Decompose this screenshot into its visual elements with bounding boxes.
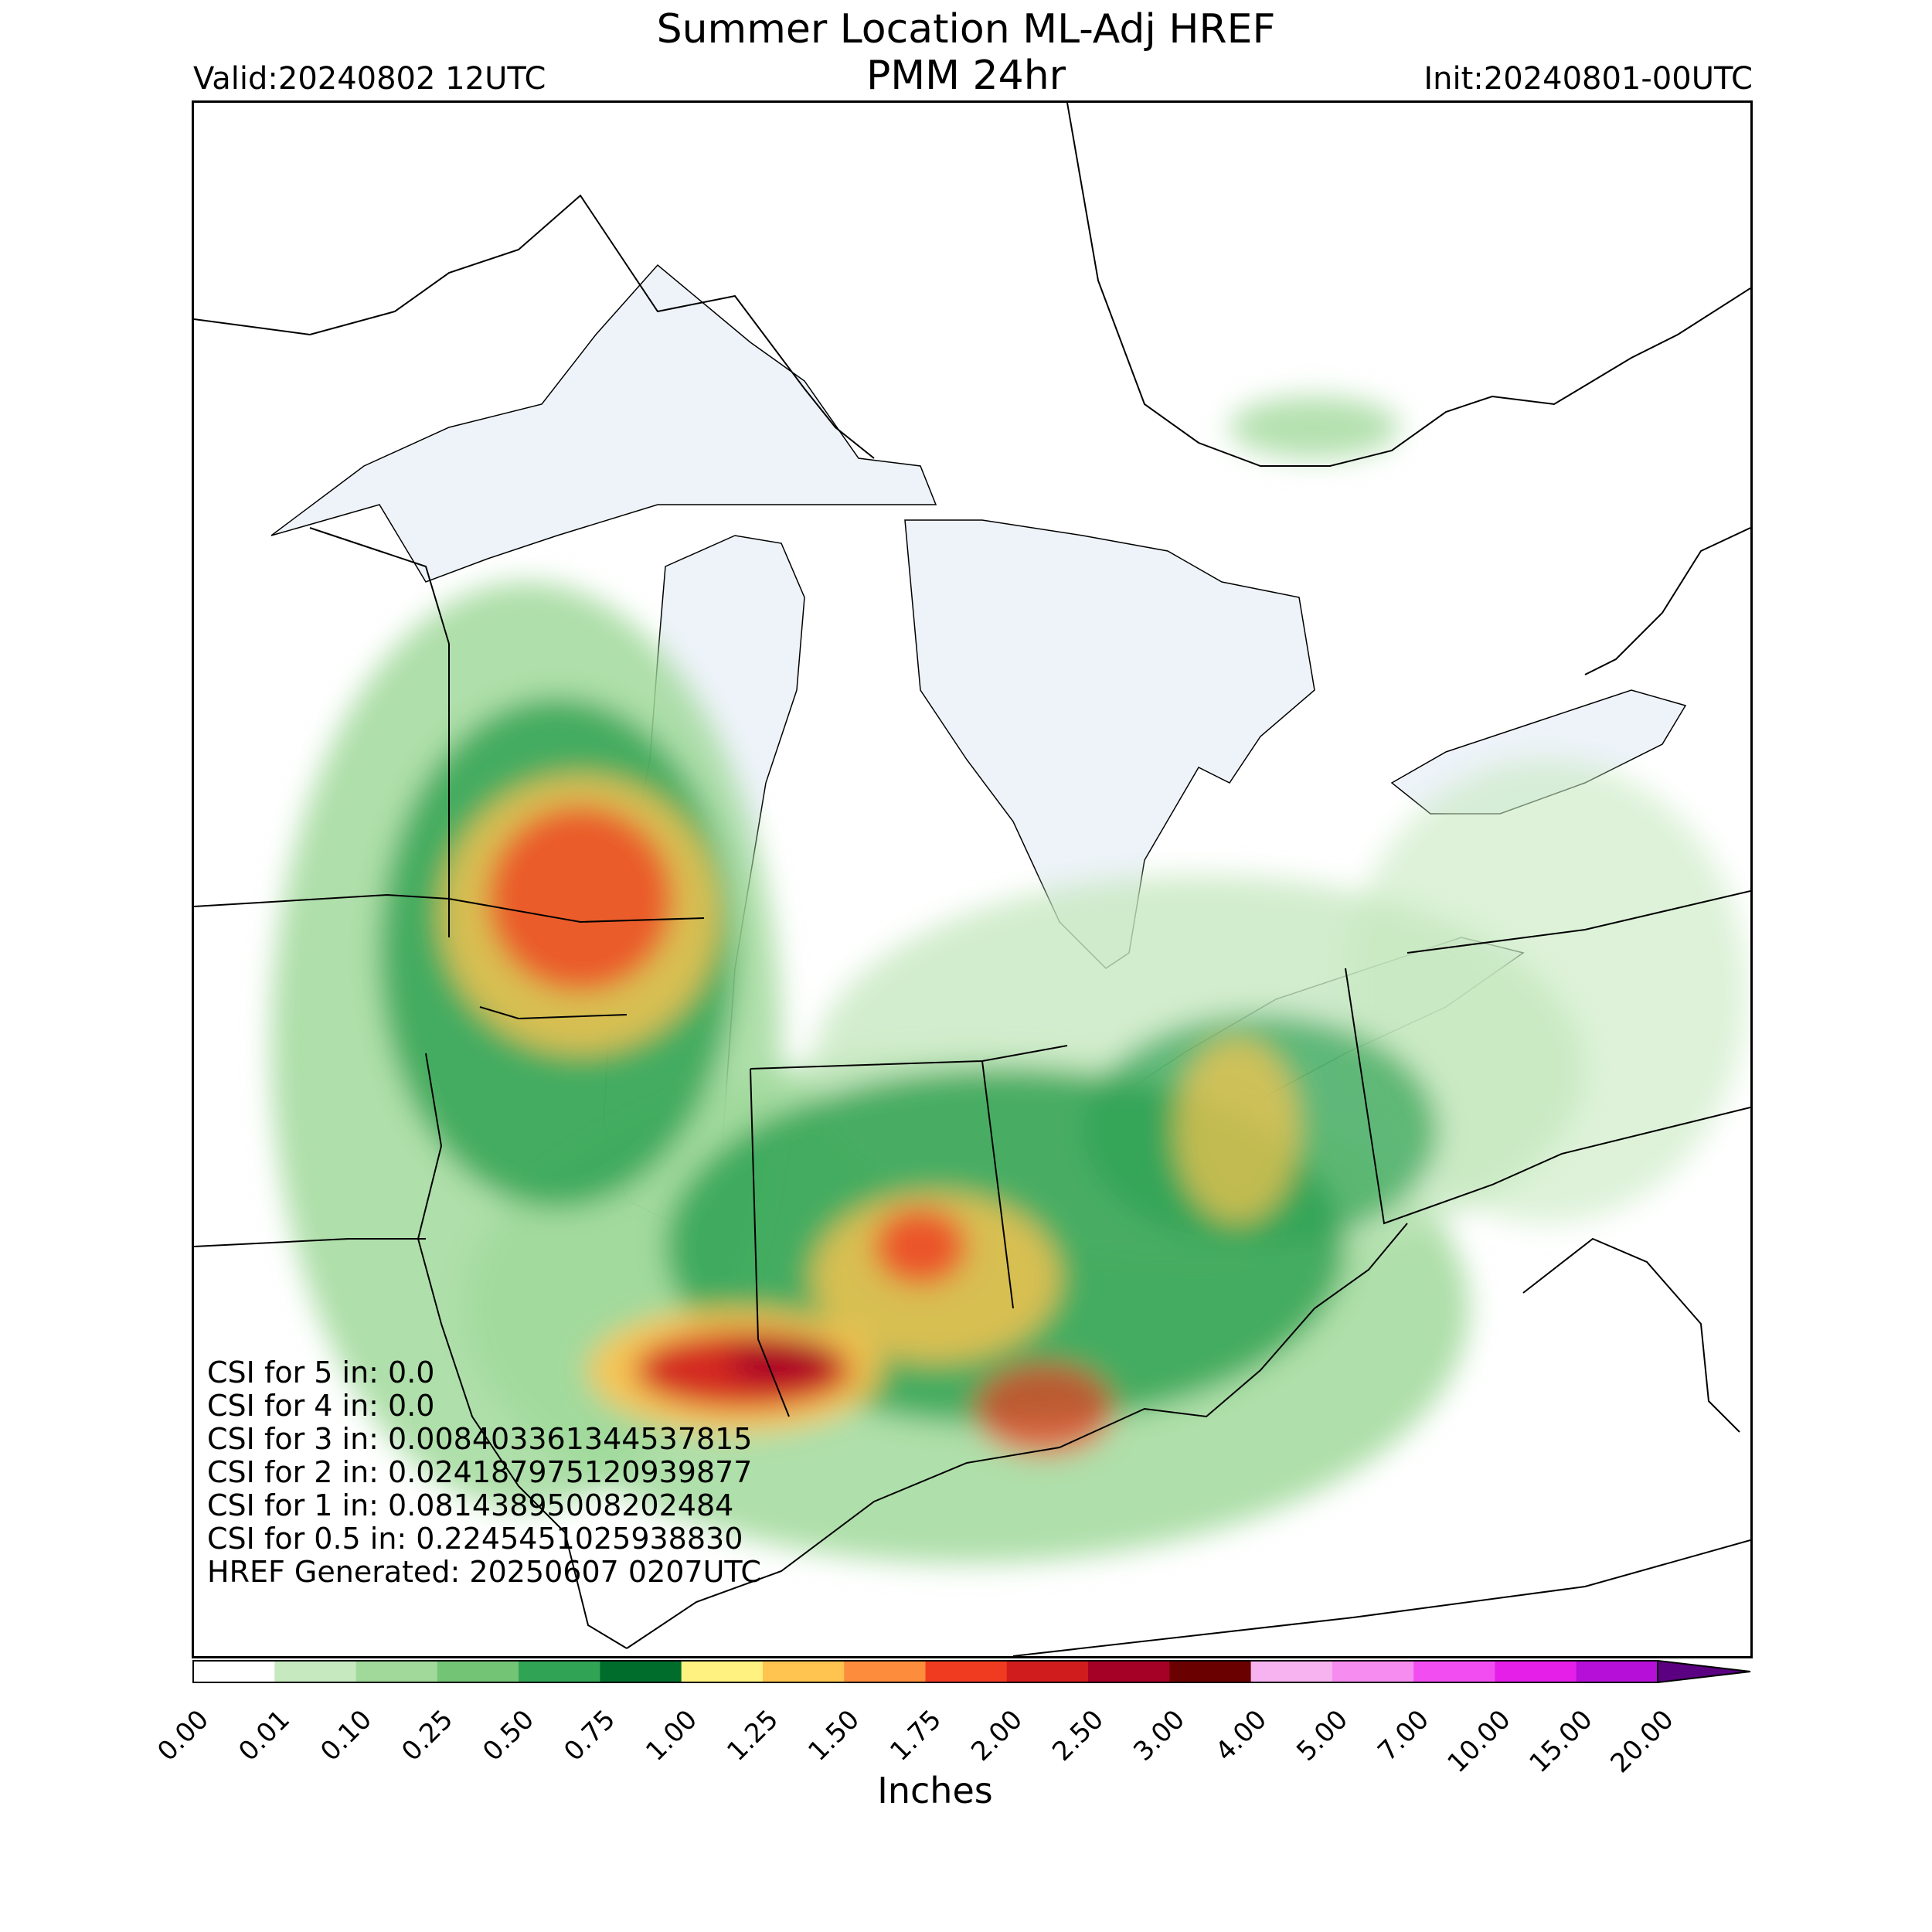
ohio-pennsylvania-border	[1345, 968, 1750, 1225]
colorbar-bin	[1088, 1661, 1170, 1682]
indiana-ohio-border	[981, 1060, 1014, 1309]
valid-time-label: Valid:20240802 12UTC	[193, 61, 546, 97]
stat-line: CSI for 3 in: 0.008403361344537815	[207, 1422, 753, 1456]
stat-line: CSI for 5 in: 0.0	[207, 1355, 435, 1389]
colorbar-tick-label: 5.00	[1291, 1704, 1354, 1767]
map-canvas	[194, 103, 1750, 1656]
colorbar-bin	[355, 1661, 438, 1682]
colorbar-bin	[844, 1661, 926, 1682]
csi-stats: CSI for 5 in: 0.0 CSI for 4 in: 0.0 CSI …	[207, 1356, 761, 1589]
precipitation-map	[192, 100, 1753, 1658]
colorbar-tick-label: 0.10	[314, 1704, 378, 1767]
colorbar-extend-arrow	[1657, 1660, 1751, 1683]
stat-line: CSI for 2 in: 0.024187975120939877	[207, 1455, 753, 1489]
colorbar-tick-label: 0.25	[396, 1704, 459, 1767]
colorbar-tick-label: 1.50	[802, 1704, 866, 1767]
colorbar-tick-label: 3.00	[1128, 1704, 1192, 1767]
colorbar-tick-label: 10.00	[1441, 1704, 1518, 1780]
colorbar-tick-label: 15.00	[1523, 1704, 1599, 1780]
lake-huron	[904, 519, 1315, 969]
colorbar-bin	[437, 1661, 519, 1682]
colorbar-bin	[762, 1661, 845, 1682]
colorbar-bin	[519, 1661, 600, 1682]
colorbar-tick-label: 1.75	[883, 1704, 947, 1767]
colorbar-bin	[1169, 1661, 1252, 1682]
colorbar-tick-label: 1.00	[639, 1704, 703, 1767]
colorbar-tick-label: 4.00	[1209, 1704, 1273, 1767]
colorbar-tick-label: 0.75	[558, 1704, 622, 1767]
stat-line: CSI for 1 in: 0.08143895008202484	[207, 1488, 734, 1522]
stat-line: HREF Generated: 20250607 0207UTC	[207, 1555, 761, 1589]
colorbar-outline	[192, 1660, 1658, 1683]
init-time-label: Init:20240801-00UTC	[1423, 61, 1753, 97]
colorbar-bin	[600, 1661, 682, 1682]
colorbar-bin	[1250, 1661, 1333, 1682]
map-title: Summer Location ML-Adj HREF	[656, 6, 1276, 53]
colorbar-tick-label: 1.25	[721, 1704, 784, 1767]
colorbar-tick-label: 20.00	[1604, 1704, 1680, 1780]
ontario-quebec-border	[1066, 103, 1750, 467]
colorbar-label: Inches	[877, 1770, 993, 1811]
colorbar-bin	[1495, 1661, 1577, 1682]
lake-superior	[270, 264, 937, 583]
colorbar-tick-label: 2.00	[964, 1704, 1029, 1767]
colorbar-bin	[1332, 1661, 1414, 1682]
upper-river-border	[1584, 527, 1750, 675]
stat-line: CSI for 4 in: 0.0	[207, 1389, 435, 1423]
colorbar-bin	[925, 1661, 1008, 1682]
wv-va-border	[1522, 1237, 1740, 1433]
colorbar-bin	[1576, 1661, 1658, 1682]
kentucky-tennessee-border	[1012, 1539, 1750, 1656]
illinois-indiana-border	[750, 1068, 790, 1417]
ny-pa-border	[1406, 890, 1750, 954]
colorbar	[192, 1660, 1751, 1683]
map-subtitle: PMM 24hr	[866, 53, 1066, 99]
michigan-ohio-border	[750, 1045, 1068, 1070]
colorbar-bin	[1413, 1661, 1495, 1682]
colorbar-bin	[274, 1661, 357, 1682]
stat-line: CSI for 0.5 in: 0.2245451025938830	[207, 1522, 743, 1556]
iowa-missouri-border	[194, 1238, 426, 1247]
boundaries	[194, 103, 1750, 1656]
colorbar-tick-label: 0.00	[151, 1704, 215, 1767]
iowa-north-border	[194, 893, 705, 923]
ohio-river	[626, 1223, 1408, 1649]
colorbar-tick-label: 0.01	[233, 1704, 297, 1767]
precip-field	[271, 396, 1747, 1563]
colorbar-bin	[1006, 1661, 1089, 1682]
colorbar-bin	[681, 1661, 764, 1682]
colorbar-tick-label: 7.00	[1372, 1704, 1436, 1767]
colorbar-tick-label: 2.50	[1046, 1704, 1111, 1767]
wisconsin-illinois-border	[479, 1006, 628, 1020]
minnesota-wisconsin-border	[309, 527, 450, 937]
mississippi-river	[417, 1053, 628, 1649]
colorbar-tick-label: 0.50	[477, 1704, 541, 1767]
canada-us-border	[194, 194, 875, 459]
colorbar-bin	[193, 1661, 275, 1682]
